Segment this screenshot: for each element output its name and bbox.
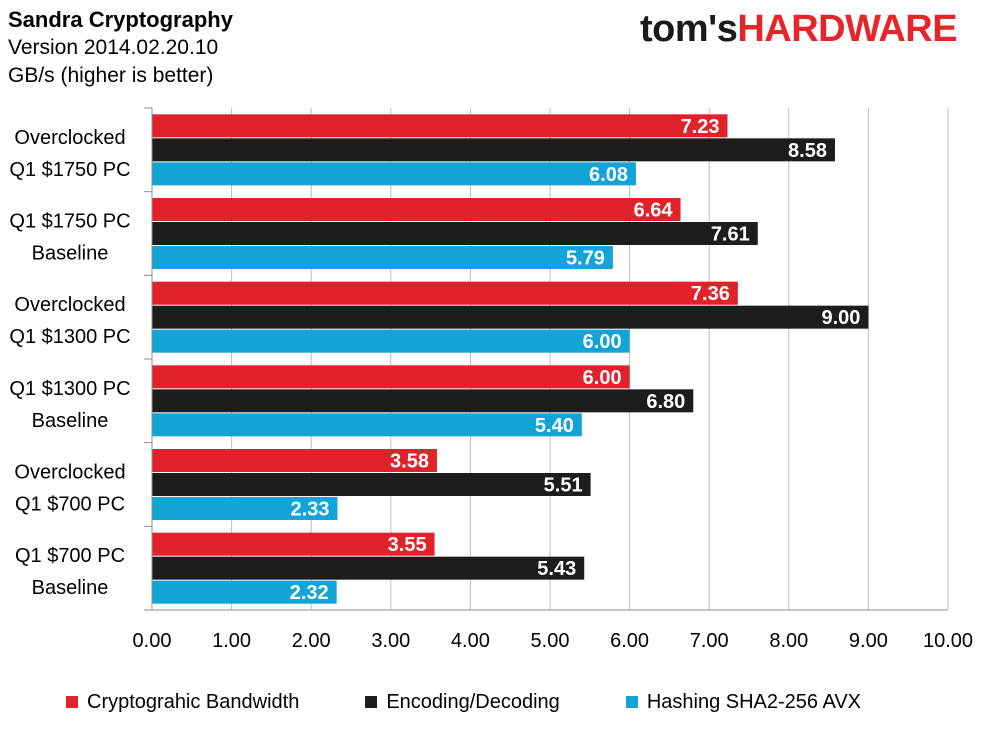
legend-swatch: [66, 696, 78, 708]
data-label: 5.43: [537, 558, 576, 580]
legend-swatch: [625, 696, 638, 708]
data-label: 6.08: [589, 164, 628, 186]
legend-label: Hashing SHA2-256 AVX: [646, 690, 862, 713]
chart-legend: Cryptograhic Bandwidth Encoding/Decoding H…: [66, 688, 861, 716]
category-label: Q1 $1750 PC: [9, 211, 130, 233]
bar: [152, 389, 694, 413]
data-label: 6.00: [583, 331, 622, 353]
category-label: Q1 $700 PC: [15, 545, 125, 567]
bar: [152, 222, 758, 245]
category-label: Baseline: [32, 410, 109, 432]
bar: [152, 114, 728, 138]
data-label: 5.51: [544, 475, 583, 497]
logo-part-hardware: HARDWARE: [737, 8, 958, 50]
bar: [152, 198, 681, 221]
x-tick-label: 7.00: [690, 630, 729, 652]
x-tick-label: 2.00: [292, 630, 331, 652]
x-tick-label: 6.00: [610, 630, 649, 652]
x-tick-label: 5.00: [531, 630, 570, 652]
data-label: 6.80: [646, 391, 685, 413]
chart-header: Sandra Cryptography Version 2014.02.20.1…: [8, 6, 233, 90]
category-label: Overclocked: [14, 294, 125, 316]
toms-hardware-logo: tom'sHARDWARE: [640, 8, 958, 58]
data-label: 7.36: [691, 283, 730, 305]
bar: [152, 138, 835, 162]
data-label: 5.79: [566, 248, 605, 270]
data-label: 2.33: [291, 499, 330, 521]
legend-label: Encoding/Decoding: [386, 690, 560, 713]
category-label: Overclocked: [14, 462, 125, 484]
category-label: Baseline: [32, 577, 109, 599]
chart-subtitle: Version 2014.02.20.10: [8, 36, 219, 59]
x-tick-label: 9.00: [849, 630, 888, 652]
category-label: Baseline: [32, 243, 109, 265]
legend-item: Hashing SHA2-256 AVX: [625, 690, 862, 714]
x-tick-label: 3.00: [371, 630, 410, 652]
legend-swatch: [365, 696, 378, 708]
data-label: 6.64: [634, 200, 674, 222]
x-tick-label: 4.00: [451, 630, 490, 652]
legend-item: Encoding/Decoding: [365, 690, 560, 714]
category-label: Q1 $700 PC: [15, 494, 125, 516]
category-label: Q1 $1300 PC: [9, 326, 130, 348]
data-label: 3.55: [388, 534, 427, 556]
data-label: 5.40: [535, 415, 574, 437]
bar: [152, 532, 435, 556]
data-label: 3.58: [390, 451, 429, 473]
category-label: Q1 $1300 PC: [9, 378, 130, 400]
data-label: 9.00: [821, 307, 860, 329]
bar: [152, 413, 582, 437]
bar: [152, 497, 338, 520]
bar: [152, 305, 869, 329]
data-label: 6.00: [583, 367, 622, 389]
legend-item: Cryptograhic Bandwidth: [66, 691, 299, 714]
data-label: 7.23: [681, 116, 720, 138]
data-label: 7.61: [711, 224, 750, 246]
logo-part-toms: tom's: [640, 8, 738, 50]
x-tick-label: 1.00: [212, 630, 251, 652]
x-tick-label: 10.00: [923, 630, 973, 652]
bar: [152, 473, 591, 496]
bar: [152, 162, 636, 186]
x-tick-label: 0.00: [133, 630, 172, 652]
bar: [152, 449, 437, 472]
bar: [152, 556, 585, 580]
category-label: Overclocked: [14, 127, 125, 149]
bar: [152, 329, 630, 353]
chart-units: GB/s (higher is better): [8, 64, 214, 87]
bar: [152, 580, 337, 604]
legend-label: Cryptograhic Bandwidth: [87, 690, 300, 713]
bar: [152, 246, 613, 269]
chart-title: Sandra Cryptography: [8, 7, 233, 32]
category-label: Q1 $1750 PC: [9, 159, 130, 181]
bar: [152, 365, 630, 389]
data-label: 8.58: [788, 140, 827, 162]
bar: [152, 281, 738, 305]
data-label: 2.32: [290, 582, 329, 604]
x-tick-label: 8.00: [769, 630, 808, 652]
